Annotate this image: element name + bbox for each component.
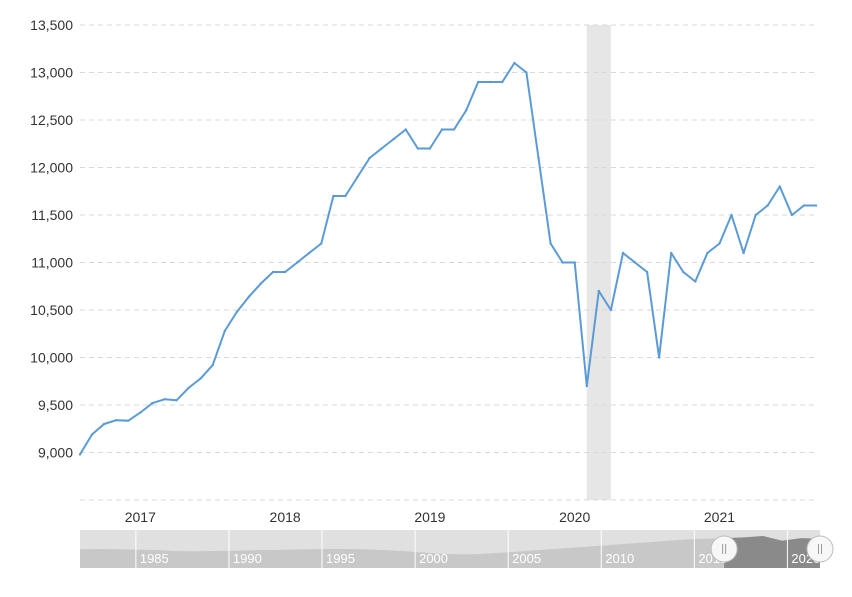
y-tick-label: 12,500	[30, 112, 73, 128]
navigator-year-label: 1995	[326, 551, 355, 566]
x-tick-label: 2019	[414, 509, 445, 525]
data-point	[151, 401, 154, 405]
recession-band-layer	[586, 25, 611, 500]
y-tick-label: 9,000	[38, 445, 73, 461]
data-point	[501, 80, 504, 84]
data-point	[657, 356, 661, 359]
data-point	[549, 242, 552, 245]
data-point	[585, 384, 588, 388]
data-point	[163, 398, 166, 401]
data-point	[814, 204, 818, 207]
data-point	[645, 270, 649, 274]
data-point	[211, 363, 214, 367]
data-point	[428, 147, 432, 150]
data-point	[127, 419, 130, 422]
data-point	[730, 213, 733, 217]
recession-band	[586, 25, 611, 500]
grip-handle-icon[interactable]	[806, 535, 834, 563]
data-point	[573, 261, 576, 264]
data-point	[223, 329, 226, 333]
navigator-year-label: 2000	[419, 551, 448, 566]
data-point	[175, 399, 178, 402]
x-tick-label: 2020	[559, 509, 590, 525]
gridlines	[80, 24, 816, 501]
data-point	[440, 128, 444, 131]
data-point	[476, 80, 480, 84]
navigator-area	[80, 536, 820, 568]
y-tick-label: 10,000	[30, 350, 73, 366]
x-tick-label: 2017	[125, 509, 156, 525]
data-point	[670, 251, 673, 255]
navigator-handle-right[interactable]	[806, 535, 834, 563]
data-point	[609, 308, 613, 312]
x-tick-label: 2021	[704, 509, 735, 525]
data-point	[706, 251, 709, 255]
data-point	[344, 194, 347, 198]
data-point	[90, 433, 94, 436]
navigator-handle-left[interactable]	[710, 535, 738, 563]
data-point	[259, 282, 263, 285]
data-point	[597, 289, 601, 293]
y-tick-label: 13,500	[30, 17, 73, 33]
data-point	[283, 270, 287, 274]
data-point	[489, 80, 492, 84]
data-point	[380, 147, 383, 150]
navigator-year-label: 1990	[233, 551, 262, 566]
y-tick-label: 13,000	[30, 65, 73, 81]
data-point	[416, 147, 420, 150]
x-tick-label: 2018	[270, 509, 301, 525]
data-point	[561, 261, 564, 264]
data-point	[102, 422, 106, 426]
y-tick-label: 11,500	[31, 207, 73, 223]
series-line	[79, 62, 817, 456]
y-tick-label: 11,000	[31, 255, 73, 271]
data-point	[199, 377, 202, 380]
navigator-year-label: 2005	[512, 551, 541, 566]
data-point	[187, 386, 190, 390]
data-point	[694, 280, 697, 283]
data-point	[778, 185, 782, 188]
grip-handle-icon[interactable]	[710, 535, 738, 563]
data-point	[742, 251, 745, 255]
data-point	[235, 310, 239, 314]
data-point	[464, 109, 468, 112]
data-point	[404, 128, 407, 131]
data-point	[308, 251, 311, 255]
data-point	[766, 204, 769, 207]
data-point	[682, 270, 685, 274]
y-tick-label: 10,500	[30, 302, 73, 318]
data-point	[790, 213, 794, 217]
series-layer	[78, 61, 818, 456]
data-point	[356, 175, 359, 179]
data-point	[247, 295, 251, 298]
data-point	[633, 261, 637, 264]
data-point	[368, 156, 371, 160]
data-point	[452, 128, 456, 131]
data-point	[525, 71, 528, 74]
data-point	[295, 261, 299, 264]
data-point	[320, 242, 323, 245]
data-point	[332, 194, 335, 198]
data-point	[392, 137, 395, 141]
navigator-year-label: 1985	[140, 551, 169, 566]
range-navigator[interactable]: 1985 1990 1995 2000 2005 2010 2015 2020	[80, 530, 834, 568]
y-tick-label: 9,500	[38, 397, 73, 413]
data-point	[271, 270, 275, 274]
navigator-selected-area	[724, 536, 820, 568]
data-point	[139, 411, 142, 414]
navigator-year-label: 2010	[605, 551, 634, 566]
data-point	[802, 204, 806, 207]
data-point	[754, 213, 757, 217]
data-point	[621, 251, 625, 255]
x-axis: 2017 2018 2019 2020 2021	[125, 509, 736, 525]
data-point	[718, 242, 721, 245]
y-axis: 9,000 9,500 10,000 10,500 11,000 11,500 12,000…	[30, 17, 73, 461]
data-point	[78, 453, 82, 456]
data-point	[513, 61, 516, 65]
y-tick-label: 12,000	[30, 160, 73, 176]
data-point	[114, 419, 118, 422]
data-point	[537, 156, 540, 160]
